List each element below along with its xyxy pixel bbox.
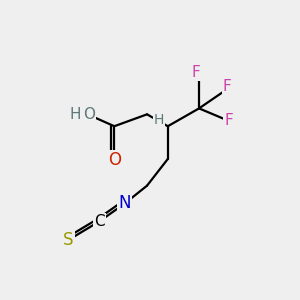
Text: F: F [192, 65, 200, 80]
Text: O: O [83, 107, 95, 122]
Text: H: H [70, 107, 81, 122]
Text: O: O [108, 152, 121, 169]
Text: S: S [63, 231, 74, 249]
Text: C: C [94, 214, 105, 230]
Text: H: H [154, 113, 164, 127]
Text: F: F [223, 79, 232, 94]
Text: N: N [118, 194, 131, 212]
Text: F: F [224, 113, 233, 128]
